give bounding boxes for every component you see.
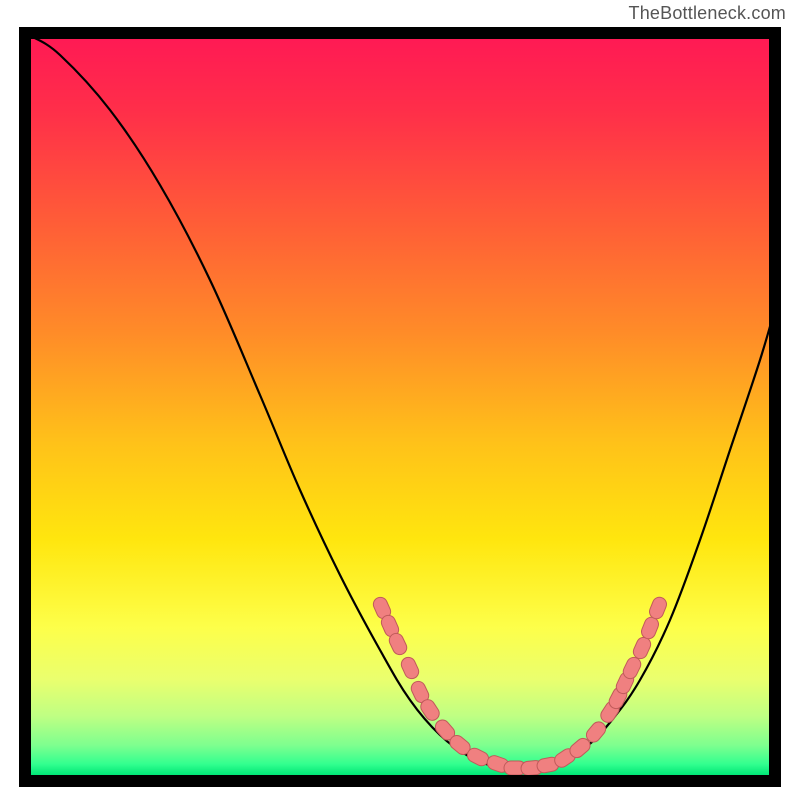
chart-svg [0,0,800,800]
plot-background [31,39,769,775]
chart-canvas: TheBottleneck.com [0,0,800,800]
